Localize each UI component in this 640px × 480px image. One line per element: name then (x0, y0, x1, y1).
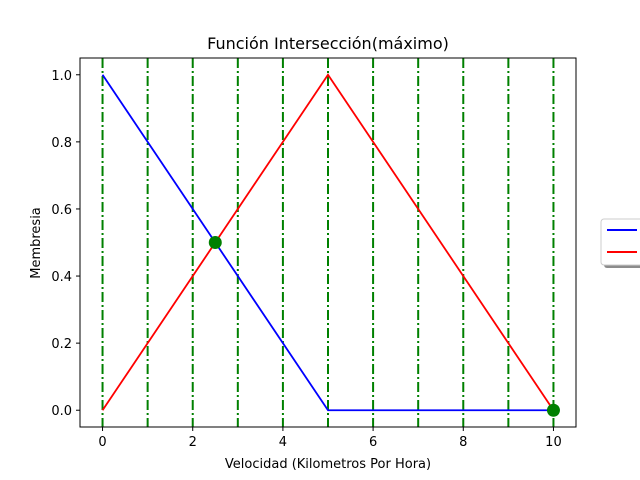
vertical-reference-lines (101, 58, 555, 427)
intersection-marker-0 (208, 236, 222, 249)
chart-title: Función Intersección(máximo) (207, 34, 449, 53)
y-tick-label: 0.2 (51, 337, 72, 352)
y-tick-label: 0.4 (51, 270, 72, 285)
series-lines (101, 73, 555, 412)
legend-box (600, 218, 640, 266)
plot-frame (79, 57, 577, 428)
x-tick-label: 10 (545, 435, 562, 450)
x-axis-ticks: 0 2 4 6 8 10 (98, 427, 562, 450)
y-tick-label: 0.6 (51, 203, 72, 218)
y-axis-label: Membresia (29, 207, 44, 279)
intersection-markers (208, 236, 560, 417)
x-tick-label: 2 (189, 435, 197, 450)
y-tick-label: 0.0 (51, 404, 72, 419)
y-tick-label: 1.0 (51, 69, 72, 84)
y-tick-label: 0.8 (51, 136, 72, 151)
y-axis-ticks: 0.0 0.2 0.4 0.6 0.8 1.0 (51, 69, 80, 419)
x-tick-label: 4 (279, 435, 287, 450)
x-tick-label: 6 (369, 435, 377, 450)
x-axis-label: Velocidad (Kilometros Por Hora) (225, 457, 431, 472)
x-tick-label: 0 (98, 435, 106, 450)
series-line-0 (101, 74, 554, 412)
legend (600, 218, 640, 268)
x-tick-label: 8 (459, 435, 467, 450)
series-line-1 (101, 73, 555, 411)
intersection-marker-1 (546, 403, 560, 417)
